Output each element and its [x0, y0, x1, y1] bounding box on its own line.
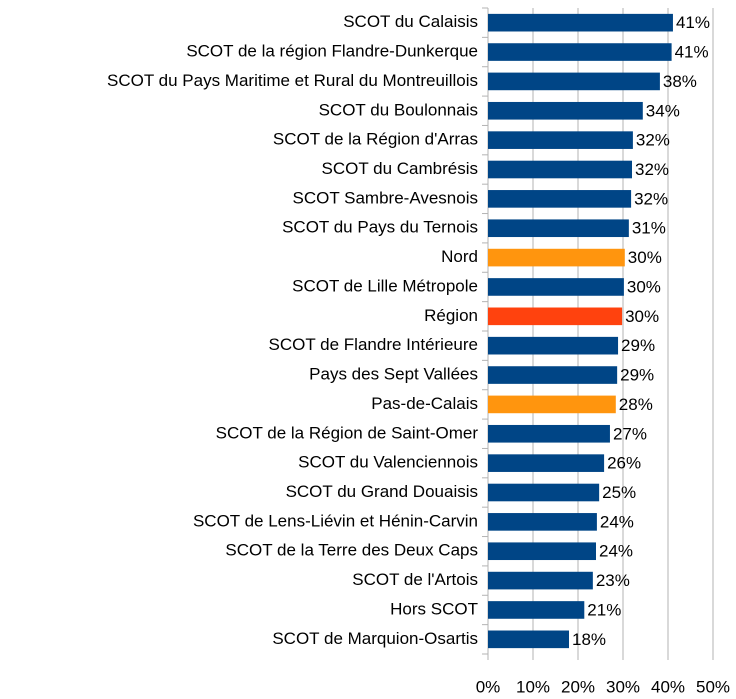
- bar: [488, 72, 660, 91]
- bar: [488, 513, 597, 531]
- x-tick-label: 10%: [516, 677, 550, 696]
- value-label: 21%: [587, 600, 621, 619]
- y-tick-label: Hors SCOT: [390, 599, 478, 618]
- bar: [488, 483, 600, 502]
- y-tick-label: Nord: [441, 247, 478, 266]
- bar: [488, 190, 632, 208]
- bar: [488, 424, 610, 443]
- value-label: 23%: [596, 571, 630, 590]
- value-label: 34%: [646, 101, 680, 120]
- y-tick-label: SCOT du Pays Maritime et Rural du Montre…: [107, 71, 478, 90]
- value-label: 32%: [634, 189, 668, 208]
- value-label: 30%: [625, 307, 659, 326]
- value-label: 27%: [613, 424, 647, 443]
- y-tick-label: Région: [424, 306, 478, 325]
- y-tick-label: SCOT de Lens-Liévin et Hénin-Carvin: [193, 511, 478, 530]
- y-tick-label: SCOT de l'Artois: [352, 570, 478, 589]
- y-tick-label: SCOT de la Région d'Arras: [273, 130, 478, 149]
- bar: [488, 131, 633, 149]
- value-label: 28%: [619, 395, 653, 414]
- value-label: 32%: [635, 160, 669, 179]
- value-label: 18%: [572, 630, 606, 649]
- bar: [488, 395, 616, 414]
- y-tick-label: SCOT du Calaisis: [343, 12, 478, 31]
- value-label: 38%: [663, 72, 697, 91]
- y-tick-label: Pays des Sept Vallées: [309, 365, 478, 384]
- x-tick-label: 30%: [606, 677, 640, 696]
- value-label: 30%: [627, 277, 661, 296]
- bar: [488, 13, 673, 32]
- bar: [488, 307, 623, 326]
- value-label: 41%: [675, 43, 709, 62]
- x-tick-label: 0%: [476, 677, 501, 696]
- bar: [488, 219, 629, 238]
- x-tick-label: 20%: [561, 677, 595, 696]
- value-label: 31%: [632, 219, 666, 238]
- bar: [488, 160, 632, 179]
- y-tick-label: SCOT du Pays du Ternois: [282, 218, 478, 237]
- bar: [488, 336, 619, 355]
- value-label: 24%: [600, 512, 634, 531]
- x-tick-label: 50%: [696, 677, 730, 696]
- bar: [488, 248, 625, 267]
- y-tick-label: Pas-de-Calais: [371, 394, 478, 413]
- bar: [488, 278, 624, 296]
- y-tick-label: SCOT du Cambrésis: [321, 159, 478, 178]
- bar: [488, 571, 593, 590]
- y-tick-label: SCOT du Grand Douaisis: [286, 482, 478, 501]
- value-label: 24%: [599, 542, 633, 561]
- y-tick-label: SCOT du Valenciennois: [298, 453, 478, 472]
- bar: [488, 601, 585, 619]
- value-label: 25%: [602, 483, 636, 502]
- y-tick-label: SCOT du Boulonnais: [319, 100, 478, 119]
- x-tick-label: 40%: [651, 677, 685, 696]
- y-tick-label: SCOT de Lille Métropole: [292, 276, 478, 295]
- bar: [488, 542, 596, 561]
- value-label: 26%: [607, 454, 641, 473]
- y-tick-label: SCOT de la Terre des Deux Caps: [225, 541, 478, 560]
- bar: [488, 366, 618, 384]
- y-tick-label: SCOT de Marquion-Osartis: [272, 629, 478, 648]
- y-tick-label: SCOT de la Région de Saint-Omer: [216, 423, 479, 442]
- value-label: 30%: [628, 248, 662, 267]
- y-tick-label: SCOT de Flandre Intérieure: [269, 335, 478, 354]
- bar: [488, 630, 569, 649]
- bar: [488, 43, 672, 61]
- bar: [488, 101, 643, 120]
- y-tick-label: SCOT de la région Flandre-Dunkerque: [186, 42, 478, 61]
- value-label: 32%: [636, 131, 670, 150]
- y-tick-label: SCOT Sambre-Avesnois: [293, 188, 479, 207]
- value-label: 29%: [620, 366, 654, 385]
- bar: [488, 454, 605, 472]
- value-label: 41%: [676, 13, 710, 32]
- value-label: 29%: [621, 336, 655, 355]
